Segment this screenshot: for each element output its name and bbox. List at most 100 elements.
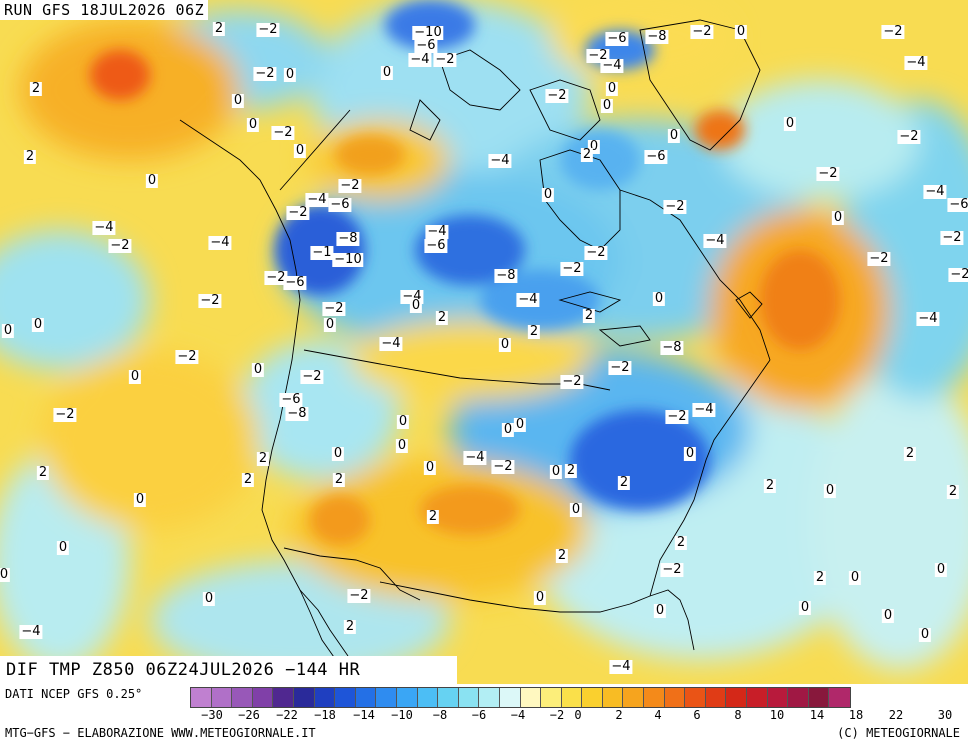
- colorbar-tick-label: −30: [201, 708, 223, 722]
- colorbar-swatch: [335, 688, 356, 707]
- contour-value-label: −4: [609, 659, 633, 674]
- contour-value-label: 2: [946, 484, 960, 499]
- contour-value-label: −4: [19, 624, 43, 639]
- contour-value-label: −6: [644, 149, 668, 164]
- contour-value-label: 2: [555, 548, 569, 563]
- contour-value-label: −2: [253, 66, 277, 81]
- contour-value-label: −4: [692, 402, 716, 417]
- contour-value-label: −2: [322, 301, 346, 316]
- colorbar-swatch: [417, 688, 439, 707]
- contour-value-label: −2: [271, 125, 295, 140]
- contour-value-label: 0: [541, 187, 555, 202]
- colorbar-tick-label: 4: [654, 708, 662, 722]
- contour-value-label: 2: [36, 465, 50, 480]
- colorbar-swatch: [829, 688, 850, 707]
- contour-value-label: 0: [395, 438, 409, 453]
- colorbar-swatch: [767, 688, 789, 707]
- contour-value-label: −8: [285, 406, 309, 421]
- contour-value-label: −4: [916, 311, 940, 326]
- colorbar-tick-label: −14: [353, 708, 375, 722]
- contour-value-label: 2: [527, 324, 541, 339]
- contour-value-label: 0: [783, 116, 797, 131]
- colorbar-swatch: [561, 688, 583, 707]
- colorbar-swatch: [520, 688, 542, 707]
- contour-value-label: 2: [674, 535, 688, 550]
- colorbar-swatch: [808, 688, 830, 707]
- colorbar-swatch: [479, 688, 500, 707]
- contour-value-label: −2: [175, 349, 199, 364]
- contour-value-label: 0: [831, 210, 845, 225]
- colorbar-tick-label: −18: [314, 708, 336, 722]
- contour-value-label: −2: [816, 166, 840, 181]
- colorbar-swatch: [232, 688, 253, 707]
- contour-value-label: −2: [584, 245, 608, 260]
- contour-value-label: −2: [53, 407, 77, 422]
- contour-value-label: 0: [918, 627, 932, 642]
- contour-value-label: 0: [145, 173, 159, 188]
- colorbar-swatch: [273, 688, 294, 707]
- contour-value-label: −4: [904, 55, 928, 70]
- contour-value-label: −2: [198, 293, 222, 308]
- contour-value-label: 0: [734, 24, 748, 39]
- contour-value-label: 2: [343, 619, 357, 634]
- contour-value-label: 0: [0, 568, 11, 582]
- contour-value-label: −6: [947, 198, 968, 212]
- contour-value-label: 0: [409, 298, 423, 313]
- contour-value-label: 2: [813, 570, 827, 585]
- contour-value-label: 0: [549, 464, 563, 479]
- contour-value-label: 2: [23, 149, 37, 164]
- contour-value-label: −8: [660, 340, 684, 355]
- contour-value-label: 0: [380, 65, 394, 80]
- contour-value-label: 0: [396, 414, 410, 429]
- contour-value-label: −4: [92, 220, 116, 235]
- colorbar-tick-label: 10: [769, 708, 785, 722]
- contour-value-label: −2: [108, 238, 132, 253]
- contour-value-label: −2: [560, 374, 584, 389]
- contour-value-label: −2: [897, 129, 921, 144]
- contour-value-label: −6: [424, 238, 448, 253]
- contour-value-label: 0: [823, 483, 837, 498]
- colorbar-swatch: [396, 688, 418, 707]
- contour-value-label: −4: [425, 224, 449, 239]
- colorbar: [190, 687, 851, 708]
- contour-value-label: 0: [501, 422, 515, 437]
- contour-value-label: 0: [293, 143, 307, 158]
- colorbar-swatch: [602, 688, 624, 707]
- contour-value-label: 0: [331, 446, 345, 461]
- colorbar-swatch: [788, 688, 809, 707]
- contour-value-label: 0: [423, 460, 437, 475]
- colorbar-swatch: [355, 688, 377, 707]
- contour-value-label: −4: [516, 292, 540, 307]
- contour-value-label: 2: [582, 308, 596, 323]
- contour-value-label: −2: [867, 251, 891, 266]
- contour-value-label: 0: [246, 117, 260, 132]
- contour-value-label: 2: [212, 21, 226, 36]
- contour-value-label: 0: [881, 608, 895, 623]
- contour-value-label: −2: [665, 409, 689, 424]
- footer: DATI NCEP GFS 0.25° −30 −26 −22 −18 −14 −10 −8…: [0, 684, 968, 745]
- contour-value-label: 0: [667, 128, 681, 143]
- colorbar-tick-label: −2: [549, 708, 565, 722]
- contour-value-label: 2: [426, 509, 440, 524]
- contour-value-label: −2: [586, 48, 610, 63]
- colorbar-tick-label: 18: [848, 708, 864, 722]
- contour-value-label: 0: [934, 562, 948, 577]
- contour-value-label: 0: [600, 98, 614, 113]
- colorbar-swatch: [582, 688, 603, 707]
- colorbar-swatch: [541, 688, 562, 707]
- colorbar-tick-label: −6: [471, 708, 487, 722]
- colorbar-tick-label: 14: [809, 708, 825, 722]
- map-title: DIF TMP Z850 06Z24JUL2026 −144 HR: [0, 656, 457, 684]
- colorbar-tick-label: 6: [693, 708, 701, 722]
- contour-value-label: −2: [663, 199, 687, 214]
- contour-value-label: 0: [323, 317, 337, 332]
- contour-value-label: −2: [286, 205, 310, 220]
- contour-value-label: −2: [338, 178, 362, 193]
- contour-value-label: 0: [202, 591, 216, 606]
- contour-value-label: −6: [605, 31, 629, 46]
- colorbar-tick-label: 22: [888, 708, 904, 722]
- contour-value-label: −2: [491, 459, 515, 474]
- contour-value-label: 2: [435, 310, 449, 325]
- contour-value-label: −2: [433, 52, 457, 67]
- colorbar-swatch: [438, 688, 459, 707]
